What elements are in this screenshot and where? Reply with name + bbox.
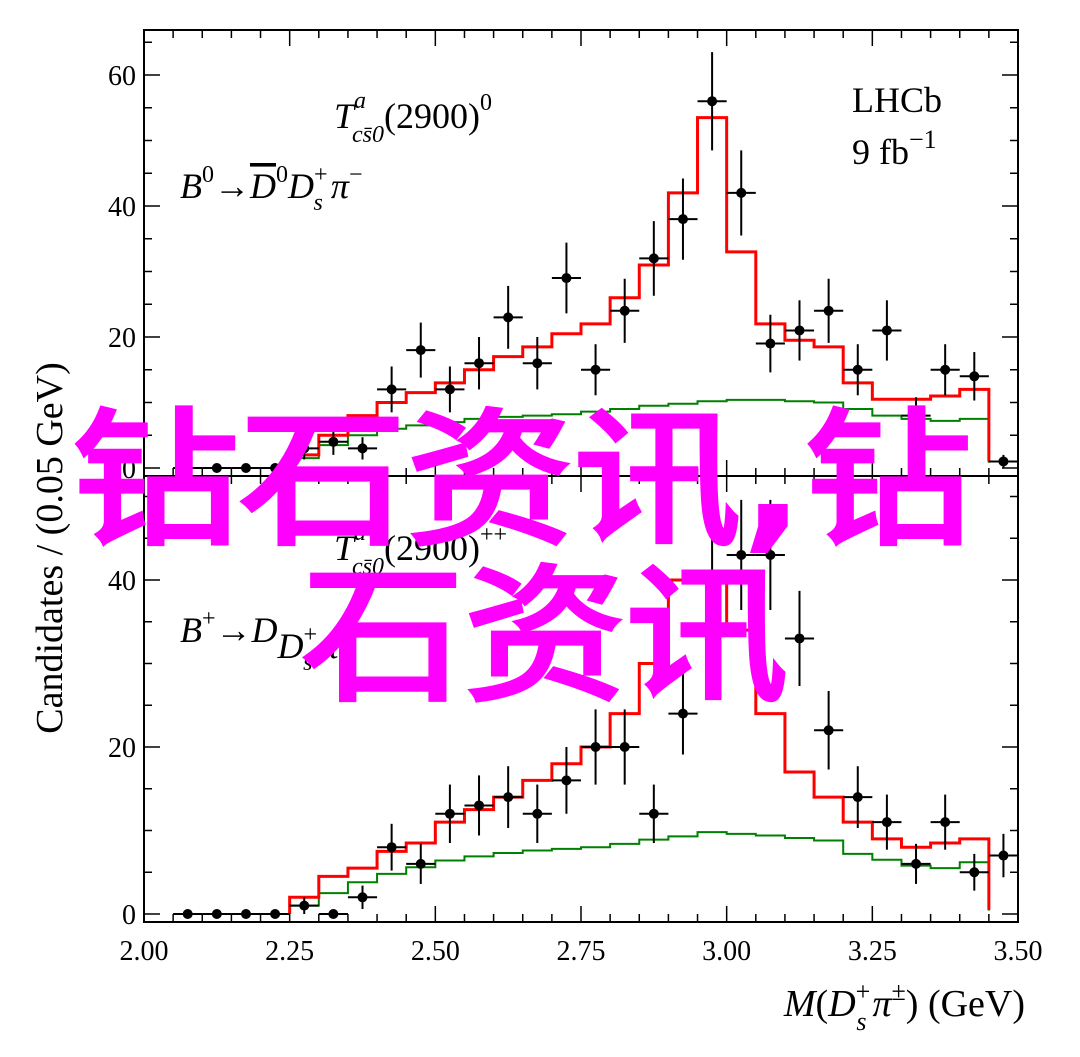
- x-tick-label: 3.50: [994, 936, 1043, 967]
- x-axis-label: M(D+ s π±) (GeV): [783, 977, 1025, 1036]
- data-point: [765, 338, 776, 349]
- data-point: [503, 312, 514, 323]
- data-point: [794, 633, 805, 644]
- total-fit-line: [288, 578, 991, 914]
- x-tick-label: 2.50: [411, 936, 460, 967]
- data-point: [823, 725, 834, 736]
- data-point: [940, 364, 951, 375]
- experiment-label: LHCb: [852, 80, 942, 120]
- data-point: [648, 253, 659, 264]
- data-point: [386, 842, 397, 853]
- background-fit-line: [288, 398, 990, 468]
- data-point: [940, 817, 951, 828]
- data-point: [969, 371, 980, 382]
- data-point: [590, 364, 601, 375]
- y-tick-label: 0: [122, 454, 136, 485]
- x-tick-label: 2.00: [120, 936, 169, 967]
- data-point: [386, 384, 397, 395]
- data-point: [532, 808, 543, 819]
- data-point: [415, 345, 426, 356]
- bottom-state-label: Ta cs̄0(2900)++: [334, 520, 507, 580]
- data-point: [619, 305, 630, 316]
- data-point: [561, 775, 572, 786]
- data-point: [474, 800, 485, 811]
- y-axis-label: Candidates / (0.05 GeV): [29, 362, 71, 733]
- x-tick-label: 2.25: [265, 936, 314, 967]
- data-point: [998, 456, 1009, 467]
- data-point: [240, 909, 251, 919]
- y-tick-label: 20: [108, 733, 136, 764]
- data-point: [415, 858, 426, 869]
- data-point: [561, 273, 572, 284]
- data-point: [823, 305, 834, 316]
- data-point: [270, 463, 281, 473]
- data-point: [357, 443, 368, 454]
- data-point: [736, 187, 747, 198]
- y-tick-label: 0: [122, 900, 136, 931]
- x-tick-label: 2.75: [557, 936, 606, 967]
- data-point: [707, 575, 718, 585]
- watermark: 钻石资讯,钻 石资讯: [72, 395, 972, 723]
- top-decay-label: B0→D0D+ s π−: [180, 162, 362, 216]
- data-point: [240, 463, 251, 473]
- data-point: [474, 358, 485, 369]
- data-point: [765, 549, 776, 560]
- data-point: [677, 708, 688, 719]
- data-point: [707, 96, 718, 107]
- data-point: [299, 900, 310, 911]
- data-point: [211, 909, 222, 919]
- data-point: [357, 892, 368, 903]
- data-point: [881, 325, 892, 336]
- data-point: [911, 858, 922, 869]
- bottom-decay-label: B+→DD+ s π+: [180, 606, 352, 676]
- data-point: [619, 742, 630, 752]
- data-point: [270, 909, 281, 919]
- data-point: [677, 214, 688, 225]
- background-fit-line: [288, 831, 990, 914]
- total-fit-line: [288, 116, 991, 468]
- data-point: [182, 463, 193, 473]
- data-point: [998, 850, 1009, 861]
- watermark-line-2: 石资讯: [302, 551, 788, 723]
- data-point: [881, 817, 892, 828]
- data-point: [794, 325, 805, 336]
- data-point: [532, 358, 543, 369]
- data-point: [590, 742, 601, 752]
- data-point: [911, 410, 922, 421]
- data-point: [182, 909, 193, 919]
- data-point: [736, 549, 747, 560]
- y-tick-label: 40: [108, 192, 136, 223]
- y-tick-label: 60: [108, 61, 136, 92]
- data-point: [299, 443, 310, 454]
- x-tick-label: 3.00: [702, 936, 751, 967]
- data-point: [211, 463, 222, 473]
- panel-top: 0 20 40 60: [108, 29, 1019, 485]
- data-point: [328, 909, 339, 919]
- data-point: [444, 384, 455, 395]
- top-state-label: Ta cs̄0(2900)0: [334, 88, 492, 148]
- data-point: [648, 808, 659, 819]
- data-point: [969, 867, 980, 878]
- x-tick-label: 3.25: [848, 936, 897, 967]
- data-point: [852, 792, 863, 803]
- y-tick-label: 40: [108, 566, 136, 597]
- watermark-line-1: 钻石资讯,钻: [72, 395, 972, 567]
- data-point: [444, 808, 455, 819]
- data-point: [328, 436, 339, 447]
- luminosity-label: 9 fb−1: [852, 125, 937, 172]
- y-tick-label: 20: [108, 323, 136, 354]
- data-point: [503, 792, 514, 803]
- panel-bottom: 0 20 40 2.00 2.25 2.50 2.75 3.00 3.25 3.50: [108, 475, 1043, 967]
- data-point: [852, 364, 863, 375]
